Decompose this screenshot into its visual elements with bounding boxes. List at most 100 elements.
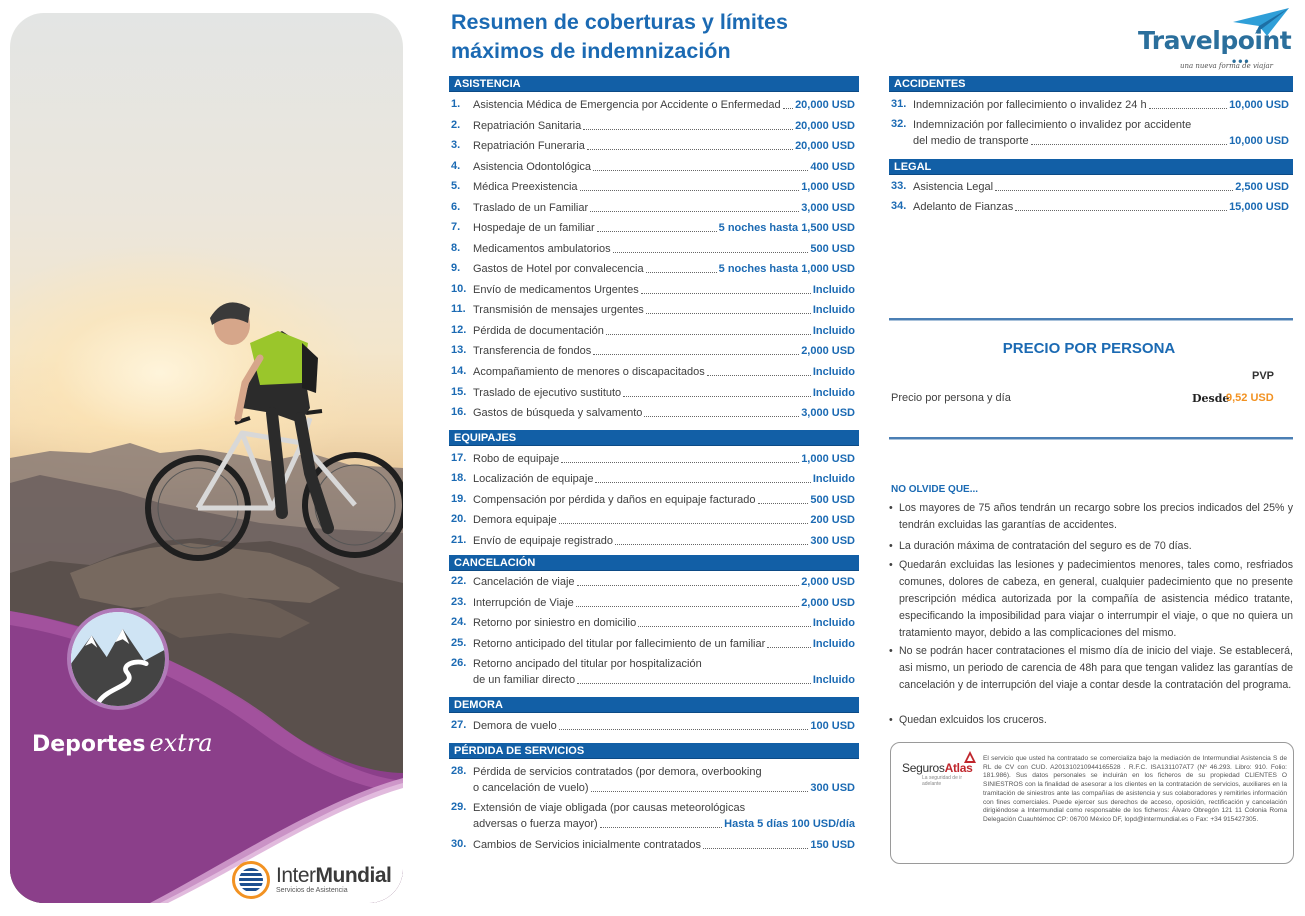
- dot-leader: [558, 523, 809, 524]
- dot-leader: [612, 252, 809, 253]
- dot-leader: [645, 272, 717, 273]
- coverage-limit: 3,000 USD: [801, 202, 855, 214]
- coverage-label: Repatriación Sanitaria: [473, 120, 582, 132]
- coverage-label: Interrupción de Viaje: [473, 597, 574, 609]
- dot-leader: [583, 129, 794, 130]
- intermundial-name: InterMundial: [276, 864, 392, 887]
- note-item: La duración máxima de contratación del s…: [889, 538, 1293, 555]
- coverage-row: 12. Pérdida de documentación Incluido: [451, 324, 855, 340]
- dot-leader: [576, 585, 800, 586]
- coverage-limit: 10,000 USD: [1229, 135, 1289, 147]
- section-header-equipajes: EQUIPAJES: [449, 430, 859, 446]
- price-title: PRECIO POR PERSONA: [1002, 340, 1176, 357]
- coverage-number: 26.: [451, 657, 467, 669]
- coverage-limit: 300 USD: [810, 782, 855, 794]
- intermundial-globe-icon: [232, 861, 270, 899]
- dot-leader: [645, 313, 811, 314]
- coverage-number: 15.: [451, 386, 467, 398]
- dot-leader: [593, 354, 800, 355]
- coverage-label: Indemnización por fallecimiento o invali…: [913, 99, 1147, 111]
- seguros-word: Seguros: [902, 761, 945, 775]
- coverage-label: Retorno por siniestro en domicilio: [473, 617, 637, 629]
- coverage-label: Transferencia de fondos: [473, 345, 592, 357]
- coverage-label: Extensión de viaje obligada (por causas …: [473, 802, 746, 814]
- coverage-limit: 20,000 USD: [795, 99, 855, 111]
- coverage-row: 13. Transferencia de fondos 2,000 USD: [451, 344, 855, 360]
- coverage-number: 28.: [451, 765, 467, 777]
- coverage-row: 7. Hospedaje de un familiar 5 noches hasta…: [451, 221, 855, 237]
- coverage-row: 32. Indemnización por fallecimiento o inv…: [891, 118, 1289, 150]
- coverage-limit: 500 USD: [810, 494, 855, 506]
- coverage-number: 17.: [451, 452, 467, 464]
- dot-leader: [590, 211, 800, 212]
- coverage-number: 3.: [451, 139, 461, 151]
- dot-leader: [1148, 108, 1228, 109]
- coverage-label: Asistencia Médica de Emergencia por Acci…: [473, 99, 781, 111]
- coverage-number: 1.: [451, 98, 461, 110]
- section-header-asistencia: ASISTENCIA: [449, 76, 859, 92]
- price-value: 9,52 USD: [1226, 392, 1274, 404]
- cover-panel: Deportes extra InterMundial Servicios de …: [10, 13, 403, 903]
- intermundial-logo: InterMundial Servicios de Asistencia: [232, 861, 392, 899]
- coverage-label: Repatriación Funeraria: [473, 140, 585, 152]
- coverage-label: Retorno anticipado del titular por falle…: [473, 638, 766, 650]
- coverage-label: Medicamentos ambulatorios: [473, 243, 611, 255]
- dot-leader: [703, 848, 809, 849]
- coverage-label: Médica Preexistencia: [473, 181, 578, 193]
- dot-leader: [623, 396, 811, 397]
- dot-leader: [706, 375, 811, 376]
- coverage-limit: Incluido: [812, 304, 855, 316]
- coverage-number: 19.: [451, 493, 467, 505]
- product-title: Deportes extra: [32, 729, 213, 757]
- coverage-limit: Incluido: [812, 284, 855, 296]
- coverage-label: Transmisión de mensajes urgentes: [473, 304, 644, 316]
- coverage-row: 2. Repatriación Sanitaria 20,000 USD: [451, 119, 855, 135]
- coverage-label: Gastos de Hotel por convalecencia: [473, 263, 644, 275]
- dot-leader: [995, 190, 1234, 191]
- notes-title: NO OLVIDE QUE...: [891, 484, 979, 495]
- coverage-label: Pérdida de servicios contratados (por de…: [473, 766, 762, 778]
- coverage-label: Robo de equipaje: [473, 453, 560, 465]
- coverage-limit: 200 USD: [810, 514, 855, 526]
- paper-plane-icon: [1233, 8, 1289, 36]
- coverage-limit: 500 USD: [810, 243, 855, 255]
- coverage-limit: Incluido: [812, 366, 855, 378]
- coverage-number: 11.: [451, 303, 466, 315]
- coverage-row: 22. Cancelación de viaje 2,000 USD: [451, 575, 855, 591]
- seguros-atlas-logo: SegurosAtlas La seguridad de ir adelante: [902, 751, 976, 787]
- dot-leader: [579, 190, 800, 191]
- coverage-limit: 5 noches hasta 1,000 USD: [718, 263, 855, 275]
- dot-leader: [638, 626, 811, 627]
- coverage-row: 10. Envío de medicamentos Urgentes Incluid…: [451, 283, 855, 299]
- coverage-number: 22.: [451, 575, 467, 587]
- dot-leader: [767, 647, 811, 648]
- coverage-row: 34. Adelanto de Fianzas 15,000 USD: [891, 200, 1289, 216]
- travelpoint-logo: Travelpoint ••• una nueva forma de viaja…: [1138, 6, 1293, 72]
- coverage-limit: Incluido: [812, 674, 855, 686]
- coverage-label: Pérdida de documentación: [473, 325, 604, 337]
- coverage-limit: 2,500 USD: [1235, 181, 1289, 193]
- coverage-limit: Hasta 5 días 100 USD/día: [724, 818, 855, 830]
- dot-leader: [640, 293, 811, 294]
- page-title: Resumen de coberturas y límites máximos …: [451, 10, 788, 63]
- coverage-number: 30.: [451, 838, 467, 850]
- coverage-limit: Incluido: [812, 617, 855, 629]
- coverage-row: 15. Traslado de ejecutivo sustituto Inclui…: [451, 386, 855, 402]
- travelpoint-dots: •••: [1232, 54, 1251, 68]
- product-title-extra: extra: [149, 729, 213, 757]
- coverage-row: 25. Retorno anticipado del titular por fa…: [451, 637, 855, 653]
- coverage-label: Adelanto de Fianzas: [913, 201, 1014, 213]
- coverage-number: 24.: [451, 616, 467, 628]
- coverage-limit: Incluido: [812, 325, 855, 337]
- dot-leader: [757, 503, 809, 504]
- coverage-number: 21.: [451, 534, 467, 546]
- travelpoint-travel: Travel: [1138, 26, 1221, 55]
- section-header-demora: DEMORA: [449, 697, 859, 713]
- coverage-row: 9. Gastos de Hotel por convalecencia 5 noc…: [451, 262, 855, 278]
- coverage-row: 1. Asistencia Médica de Emergencia por Ac…: [451, 98, 855, 114]
- product-title-word: Deportes: [32, 732, 146, 757]
- coverage-row: 31. Indemnización por fallecimiento o inv…: [891, 98, 1289, 114]
- dot-leader: [615, 544, 809, 545]
- note-item: Quedarán excluidas las lesiones y padeci…: [889, 557, 1293, 642]
- legal-notice-text: El servicio que usted ha contratado se c…: [983, 755, 1287, 823]
